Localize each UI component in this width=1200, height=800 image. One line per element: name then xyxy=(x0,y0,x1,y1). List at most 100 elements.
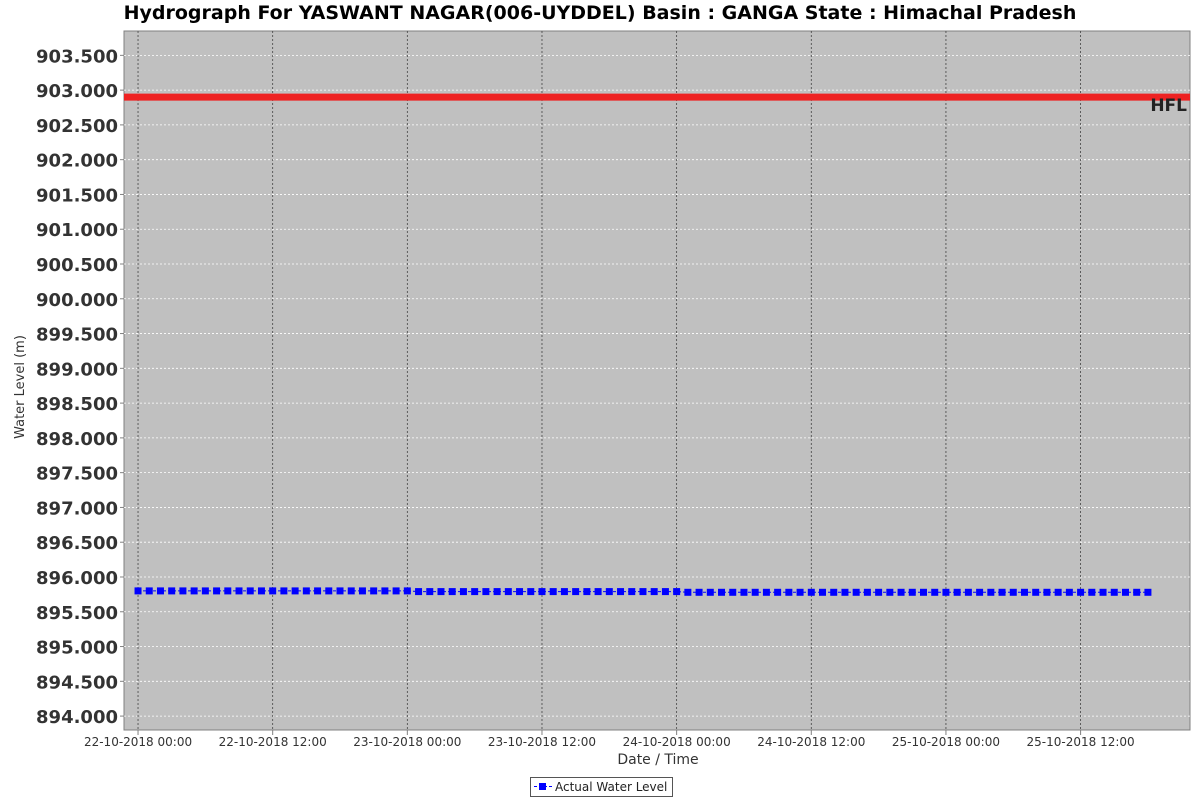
data-point xyxy=(168,587,176,595)
data-point xyxy=(650,588,658,596)
data-point xyxy=(628,588,636,596)
y-axis-tick-labels: 894.000 894.500 895.000 895.500 896.000 896.5… xyxy=(36,46,118,728)
data-point xyxy=(920,588,927,596)
data-point xyxy=(459,588,467,596)
data-point xyxy=(931,588,939,596)
data-point xyxy=(280,587,288,595)
data-point xyxy=(291,587,299,595)
y-tick-label: 898.500 xyxy=(36,394,118,415)
data-point xyxy=(1110,588,1118,596)
x-tick-label: 24-10-2018 00:00 xyxy=(623,735,731,749)
data-point xyxy=(549,588,557,596)
x-tick-label: 22-10-2018 00:00 xyxy=(84,735,192,749)
x-tick-label: 24-10-2018 12:00 xyxy=(757,735,865,749)
data-point xyxy=(471,588,479,596)
data-point xyxy=(819,588,827,596)
data-point xyxy=(751,588,759,596)
data-point xyxy=(953,588,961,596)
data-point xyxy=(482,588,490,596)
data-point xyxy=(1054,588,1062,596)
data-point xyxy=(740,588,748,596)
y-tick-label: 900.000 xyxy=(36,290,118,311)
data-point xyxy=(863,588,871,596)
data-point xyxy=(1020,588,1028,596)
x-tick-label: 25-10-2018 00:00 xyxy=(892,735,1000,749)
y-tick-label: 895.500 xyxy=(36,603,118,624)
x-axis-label: Date / Time xyxy=(617,752,698,768)
data-point xyxy=(235,587,243,595)
data-point xyxy=(213,587,221,595)
data-point xyxy=(538,588,546,596)
data-point xyxy=(1099,588,1107,596)
data-point xyxy=(1043,588,1051,596)
data-point xyxy=(370,587,378,595)
y-tick-label: 899.000 xyxy=(36,359,118,380)
data-point xyxy=(1032,588,1040,596)
data-point xyxy=(897,588,905,596)
data-point xyxy=(1144,588,1152,596)
data-point xyxy=(1121,588,1129,596)
y-tick-label: 900.500 xyxy=(36,255,118,276)
plot-area xyxy=(123,30,1191,731)
data-point xyxy=(156,587,164,595)
chart-legend: Actual Water Level xyxy=(530,777,674,797)
data-point xyxy=(695,588,703,596)
data-point xyxy=(527,588,535,596)
data-point xyxy=(639,588,647,596)
data-point xyxy=(325,587,333,595)
y-tick-label: 901.000 xyxy=(36,220,118,241)
legend-series-marker-icon xyxy=(534,782,552,792)
x-axis-tick-labels: 22-10-2018 00:00 22-10-2018 12:00 23-10-20… xyxy=(84,735,1135,749)
data-point xyxy=(908,588,916,596)
data-point xyxy=(179,587,187,595)
y-tick-label: 902.500 xyxy=(36,116,118,137)
y-tick-label: 896.500 xyxy=(36,533,118,554)
data-point xyxy=(314,587,322,595)
data-point xyxy=(673,588,681,596)
data-point xyxy=(1009,588,1017,596)
data-point xyxy=(560,588,568,596)
data-point xyxy=(942,588,950,596)
data-point xyxy=(785,588,793,596)
y-tick-label: 896.000 xyxy=(36,568,118,589)
data-point xyxy=(605,588,613,596)
data-point xyxy=(886,588,894,596)
data-point xyxy=(224,587,232,595)
data-point xyxy=(381,587,389,595)
data-point xyxy=(729,588,737,596)
data-point xyxy=(1065,588,1073,596)
data-point xyxy=(504,588,512,596)
data-point xyxy=(976,588,984,596)
y-tick-label: 897.500 xyxy=(36,464,118,485)
data-point xyxy=(493,588,501,596)
data-point xyxy=(190,587,198,595)
vertical-gridlines xyxy=(137,31,1081,730)
series-actual-water-level xyxy=(134,587,1152,596)
y-tick-label: 901.500 xyxy=(36,185,118,206)
data-point xyxy=(841,588,849,596)
y-tick-label: 903.000 xyxy=(36,81,118,102)
x-tick-label: 23-10-2018 12:00 xyxy=(488,735,596,749)
data-point xyxy=(1077,588,1085,596)
data-point xyxy=(774,588,782,596)
data-point xyxy=(796,588,804,596)
horizontal-gridlines xyxy=(120,54,1190,717)
data-point xyxy=(875,588,883,596)
data-point xyxy=(852,588,860,596)
data-point xyxy=(807,588,815,596)
hfl-label: HFL xyxy=(1150,96,1187,116)
data-point xyxy=(830,588,838,596)
y-tick-label: 894.000 xyxy=(36,707,118,728)
x-tick-label: 22-10-2018 12:00 xyxy=(219,735,327,749)
data-point xyxy=(762,588,770,596)
data-point xyxy=(684,588,692,596)
x-tick-label: 23-10-2018 00:00 xyxy=(353,735,461,749)
data-point xyxy=(269,587,277,595)
data-point xyxy=(998,588,1006,596)
data-point xyxy=(347,587,355,595)
data-point xyxy=(706,588,714,596)
y-tick-label: 902.000 xyxy=(36,151,118,172)
x-axis-tick-marks xyxy=(137,730,1082,735)
data-point xyxy=(201,587,209,595)
